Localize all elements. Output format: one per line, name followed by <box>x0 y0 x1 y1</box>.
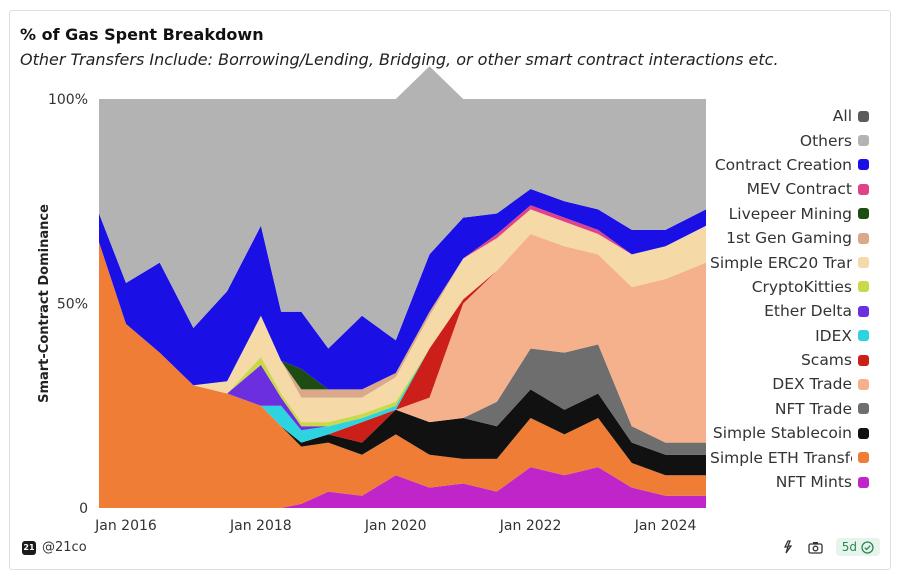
legend-label: Livepeer Mining <box>728 204 852 223</box>
legend-label: NFT Trade <box>774 399 852 418</box>
freshness-badge[interactable]: 5d <box>835 538 880 556</box>
x-tick-label: Jan 2020 <box>364 518 427 534</box>
legend-item[interactable]: Contract Creation <box>669 153 869 177</box>
legend-label: IDEX <box>815 326 852 345</box>
chart-actions: 5d <box>780 538 880 556</box>
legend-item[interactable]: Others <box>669 128 869 152</box>
legend-label: Contract Creation <box>714 155 852 174</box>
area-others <box>99 66 706 349</box>
area-scams <box>99 234 706 443</box>
legend-label: 1st Gen Gaming <box>726 229 852 248</box>
chart-title: % of Gas Spent Breakdown <box>20 25 264 44</box>
refresh-icon[interactable] <box>780 539 796 555</box>
freshness-text: 5d <box>841 540 857 554</box>
legend-label: Scams <box>800 351 852 370</box>
x-tick-label: Jan 2016 <box>94 518 157 534</box>
y-axis-title: Smart-Contract Dominance <box>37 204 52 403</box>
chart-legend: All Others Contract Creation MEV Contract Li… <box>669 104 869 494</box>
y-tick-label: 0 <box>79 501 88 517</box>
legend-item[interactable]: Simple ERC20 Transfers <box>669 250 869 274</box>
legend-swatch <box>858 135 869 147</box>
y-tick-label: 50% <box>57 297 88 313</box>
legend-label: Ether Delta <box>764 302 852 321</box>
legend-swatch <box>858 183 869 195</box>
legend-swatch <box>858 427 869 439</box>
legend-swatch <box>858 281 869 293</box>
legend-item[interactable]: Livepeer Mining <box>669 202 869 226</box>
legend-swatch <box>858 305 869 317</box>
legend-swatch <box>858 257 869 269</box>
legend-label: Simple ETH Transfers <box>710 448 852 467</box>
legend-label: Simple ERC20 Transfers <box>710 253 852 272</box>
area-dex-trade <box>99 234 706 443</box>
camera-icon[interactable] <box>808 539 824 555</box>
legend-swatch <box>858 330 869 342</box>
legend-label: CryptoKitties <box>751 277 852 296</box>
x-tick-label: Jan 2024 <box>634 518 697 534</box>
legend-item[interactable]: NFT Mints <box>669 470 869 494</box>
x-tick-label: Jan 2022 <box>499 518 562 534</box>
area-nft-mints <box>99 467 706 508</box>
logo-icon: 21 <box>22 540 36 555</box>
legend-swatch <box>858 476 869 488</box>
author-name: @21co <box>42 540 87 555</box>
x-tick-label: Jan 2018 <box>229 518 292 534</box>
legend-swatch <box>858 452 869 464</box>
legend-item[interactable]: IDEX <box>669 324 869 348</box>
legend-item[interactable]: Simple ETH Transfers <box>669 445 869 469</box>
legend-label: Others <box>799 131 852 150</box>
legend-swatch <box>858 232 869 244</box>
area-nft-trade <box>99 242 706 455</box>
legend-label: MEV Contract <box>746 180 852 199</box>
area-contract-creation <box>99 189 706 390</box>
legend-item[interactable]: Ether Delta <box>669 299 869 323</box>
legend-label: NFT Mints <box>775 473 852 492</box>
legend-item[interactable]: MEV Contract <box>669 177 869 201</box>
author-attribution[interactable]: 21 @21co <box>22 540 87 555</box>
legend-swatch <box>858 159 869 171</box>
legend-item[interactable]: DEX Trade <box>669 372 869 396</box>
legend-item[interactable]: Simple Stablecoin <box>669 421 869 445</box>
area-simple-stablecoin <box>99 242 706 476</box>
legend-item[interactable]: All <box>669 104 869 128</box>
area-simple-erc20-transfers <box>99 209 706 423</box>
legend-item[interactable]: 1st Gen Gaming <box>669 226 869 250</box>
legend-swatch <box>858 354 869 366</box>
legend-label: Simple Stablecoin <box>712 424 852 443</box>
legend-item[interactable]: CryptoKitties <box>669 275 869 299</box>
chart-subtitle: Other Transfers Include: Borrowing/Lendi… <box>20 50 779 69</box>
legend-swatch <box>858 208 869 220</box>
area-simple-eth-transfers <box>99 242 706 508</box>
legend-item[interactable]: Scams <box>669 348 869 372</box>
legend-swatch <box>858 110 869 122</box>
legend-swatch <box>858 378 869 390</box>
y-tick-label: 100% <box>48 92 88 108</box>
legend-swatch <box>858 403 869 415</box>
legend-label: DEX Trade <box>772 375 852 394</box>
legend-item[interactable]: NFT Trade <box>669 397 869 421</box>
area-ether-delta <box>99 234 706 431</box>
check-circle-icon <box>861 540 874 554</box>
legend-label: All <box>832 107 852 126</box>
